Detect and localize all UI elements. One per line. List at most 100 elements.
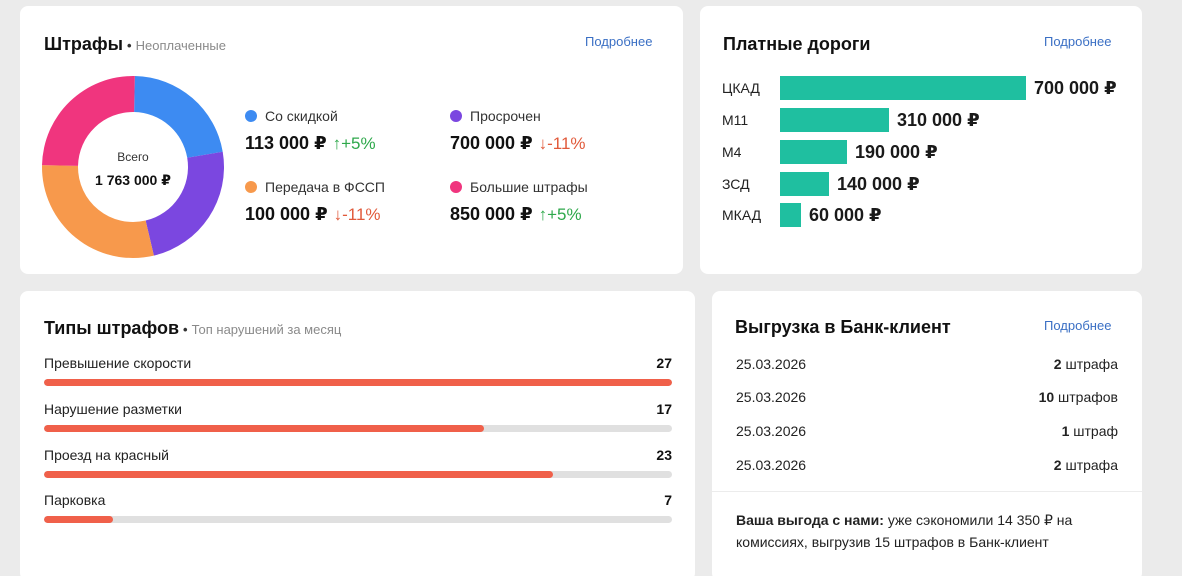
fine-type-count: 7 [664,492,672,508]
export-unit: штрафов [1058,389,1118,405]
fine-type-count: 17 [656,401,672,417]
toll-road-name: МКАД [722,207,762,223]
benefit-text: Ваша выгода с нами: уже сэкономили 14 35… [736,509,1106,553]
fine-types-card-title: Типы штрафов • Топ нарушений за месяц [44,318,341,339]
legend-label: Большие штрафы [470,179,588,195]
fine-type-bar [44,379,672,386]
export-row[interactable]: 25.03.2026 2 штрафа [736,356,1118,372]
toll-road-row: М11 310 000 ₽ [722,108,980,132]
legend-delta: ↑+5% [332,134,376,153]
legend-label: Просрочен [470,108,541,124]
donut-svg [41,76,224,258]
fines-donut-chart: Всего 1 763 000 ₽ [41,76,224,258]
fine-type-count: 27 [656,355,672,371]
legend-item-big-fines: Большие штрафы 850 000 ₽ ↑+5% [450,179,588,225]
toll-road-name: ЦКАД [722,80,760,96]
donut-slice-3 [41,165,154,258]
export-date: 25.03.2026 [736,356,807,372]
benefit-body: уже сэкономили 14 350 ₽ на комиссиях, вы… [736,512,1073,550]
toll-road-name: М11 [722,112,749,128]
toll-road-value: 190 000 ₽ [855,141,938,162]
export-row[interactable]: 25.03.2026 1 штраф [736,423,1118,439]
fine-type-bar [44,516,114,523]
toll-roads-card: Платные дороги Подробнее ЦКАД 700 000 ₽ М1… [700,6,1142,274]
fine-type-bar [44,471,553,478]
fine-type-name: Парковка [44,492,106,508]
export-date: 25.03.2026 [736,389,807,405]
legend-item-overdue: Просрочен 700 000 ₽ ↓-11% [450,108,586,154]
fine-type-row: Нарушение разметки 17 [44,401,672,432]
legend-dot [245,110,257,122]
donut-slice-4 [42,76,135,166]
toll-road-bar [780,108,889,132]
fines-card-title: Штрафы • Неоплаченные [44,34,226,55]
toll-road-name: ЗСД [722,176,750,192]
bank-export-more-link[interactable]: Подробнее [1044,318,1112,333]
legend-delta: ↓-11% [333,205,381,224]
export-row[interactable]: 25.03.2026 10 штрафов [736,389,1118,405]
fine-types-title: Типы штрафов [44,318,180,338]
export-count: 1 [1061,423,1070,439]
fine-type-name: Проезд на красный [44,447,170,463]
legend-label: Со скидкой [265,108,338,124]
toll-road-row: ЦКАД 700 000 ₽ [722,76,1117,100]
donut-total-label: Всего [117,150,149,164]
fine-type-row: Превышение скорости 27 [44,355,672,386]
fine-type-row: Проезд на красный 23 [44,447,672,478]
toll-road-value: 700 000 ₽ [1034,77,1117,98]
fines-subtitle: Неоплаченные [135,38,226,53]
legend-item-fssp: Передача в ФССП 100 000 ₽ ↓-11% [245,179,385,225]
legend-item-discount: Со скидкой 113 000 ₽ ↑+5% [245,108,376,154]
legend-delta: ↓-11% [538,134,586,153]
export-unit: штрафа [1065,356,1118,372]
toll-road-value: 60 000 ₽ [809,204,882,225]
export-count: 2 [1053,356,1062,372]
legend-value: 700 000 ₽ [450,133,533,153]
export-date: 25.03.2026 [736,423,807,439]
toll-road-bar [780,172,829,196]
bank-export-card: Выгрузка в Банк-клиент Подробнее 25.03.2… [712,291,1142,576]
fine-types-card: Типы штрафов • Топ нарушений за месяц Прев… [20,291,695,576]
fine-type-track [44,425,672,432]
toll-road-row: М4 190 000 ₽ [722,140,938,164]
donut-total-value: 1 763 000 ₽ [95,172,171,188]
fine-type-bar [44,425,484,432]
legend-dot [245,181,257,193]
toll-road-bar [780,140,847,164]
export-count: 10 [1038,389,1055,405]
legend-dot [450,110,462,122]
export-row[interactable]: 25.03.2026 2 штрафа [736,457,1118,473]
fine-type-track [44,516,672,523]
fines-title: Штрафы [44,34,124,54]
legend-dot [450,181,462,193]
fine-type-name: Превышение скорости [44,355,192,371]
legend-value: 113 000 ₽ [245,133,327,153]
legend-delta: ↑+5% [538,205,582,224]
toll-roads-more-link[interactable]: Подробнее [1044,34,1112,49]
toll-road-name: М4 [722,144,742,160]
legend-label: Передача в ФССП [265,179,385,195]
toll-road-value: 140 000 ₽ [837,173,920,194]
toll-road-row: ЗСД 140 000 ₽ [722,172,920,196]
export-date: 25.03.2026 [736,457,807,473]
legend-value: 100 000 ₽ [245,204,328,224]
toll-road-value: 310 000 ₽ [897,109,980,130]
export-divider [712,491,1142,492]
fine-type-name: Нарушение разметки [44,401,182,417]
toll-road-row: МКАД 60 000 ₽ [722,203,882,227]
fines-card: Штрафы • Неоплаченные Подробнее Всего 1 76… [20,6,683,274]
toll-road-bar [780,76,1026,100]
legend-value: 850 000 ₽ [450,204,533,224]
fine-type-track [44,379,672,386]
export-count: 2 [1053,457,1062,473]
fine-type-track [44,471,672,478]
bank-export-title: Выгрузка в Банк-клиент [735,317,951,337]
toll-roads-title: Платные дороги [723,34,871,54]
toll-road-bar [780,203,801,227]
title-separator: • [127,38,132,53]
fine-type-count: 23 [656,447,672,463]
fines-more-link[interactable]: Подробнее [585,34,653,49]
fine-type-row: Парковка 7 [44,492,672,523]
export-unit: штраф [1073,423,1118,439]
benefit-bold: Ваша выгода с нами: [736,512,884,528]
